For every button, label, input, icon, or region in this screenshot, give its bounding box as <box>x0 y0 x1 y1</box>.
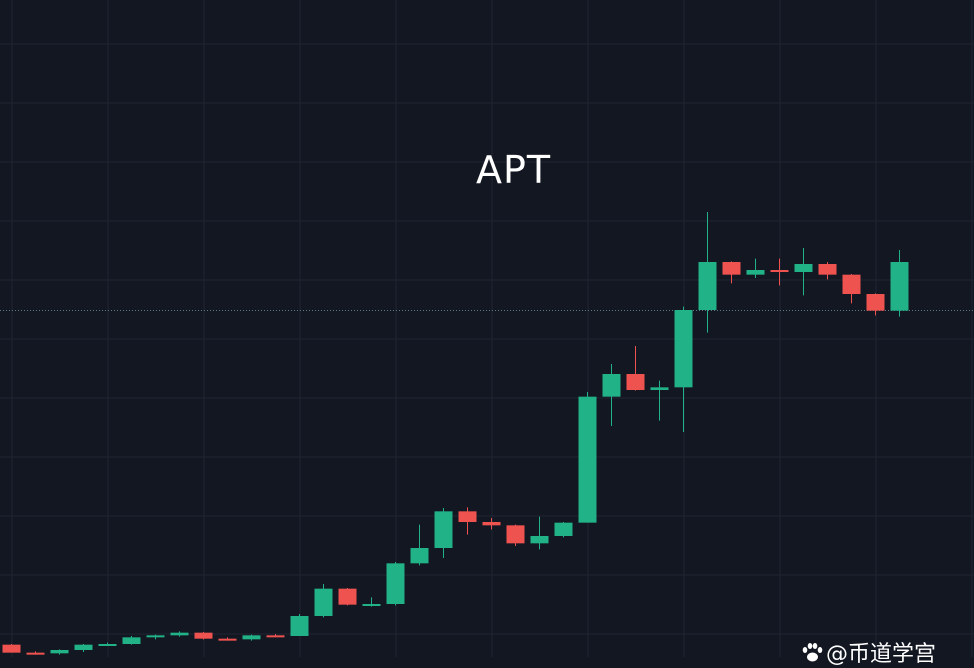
candle-body <box>818 264 837 275</box>
candle-body <box>602 374 621 397</box>
candle <box>818 262 837 280</box>
candle-body <box>578 396 597 523</box>
candle-body <box>674 310 693 388</box>
candle <box>506 524 525 546</box>
candles <box>2 212 909 655</box>
candle-body <box>266 635 285 638</box>
candle-body <box>50 650 69 654</box>
candle <box>458 507 477 535</box>
candle-body <box>746 270 765 275</box>
candle <box>194 632 213 640</box>
candle-body <box>482 522 501 526</box>
candle-body <box>794 264 813 272</box>
candle-body <box>554 522 573 536</box>
candle <box>578 392 597 523</box>
candle <box>242 634 261 641</box>
candle-body <box>122 637 141 644</box>
candle <box>602 364 621 426</box>
candle <box>170 631 189 637</box>
candle <box>386 562 405 606</box>
candle-body <box>314 588 333 616</box>
candle-body <box>26 652 45 655</box>
candle <box>698 212 717 333</box>
candle <box>338 588 357 606</box>
candle <box>626 346 645 391</box>
candle-body <box>698 262 717 310</box>
candle-body <box>98 644 117 646</box>
candle-body <box>722 262 741 275</box>
candle <box>314 584 333 618</box>
candle-body <box>770 270 789 272</box>
candle-body <box>626 374 645 390</box>
candle <box>146 634 165 640</box>
candle <box>890 250 909 317</box>
candle <box>410 524 429 566</box>
candle-body <box>650 387 669 390</box>
candle-body <box>386 563 405 604</box>
candle <box>842 274 861 304</box>
candle-body <box>362 604 381 606</box>
watermark: @币道学宫 <box>800 636 936 668</box>
candle-body <box>890 262 909 311</box>
candle <box>50 649 69 655</box>
ticker-label: APT <box>476 148 552 192</box>
candle <box>482 518 501 530</box>
candle <box>218 637 237 641</box>
candle-body <box>338 588 357 605</box>
candle-body <box>170 632 189 636</box>
paw-icon <box>802 643 823 662</box>
candle <box>2 644 21 653</box>
candle-body <box>410 548 429 564</box>
candle-body <box>74 644 93 650</box>
candle <box>650 380 669 421</box>
candle <box>770 258 789 286</box>
candle-body <box>866 294 885 311</box>
candle-body <box>434 511 453 548</box>
candle <box>290 614 309 636</box>
candle <box>26 651 45 655</box>
watermark-text: @币道学宫 <box>826 642 937 667</box>
candle-body <box>458 511 477 522</box>
candle-body <box>146 635 165 638</box>
candle-body <box>290 616 309 636</box>
candle-body <box>218 638 237 641</box>
candle-body <box>842 274 861 294</box>
candle-body <box>2 644 21 653</box>
candle-body <box>530 536 549 544</box>
candle-body <box>242 635 261 640</box>
candle-body <box>194 632 213 639</box>
candle <box>362 597 381 607</box>
candle <box>266 634 285 638</box>
candle <box>554 522 573 538</box>
candle <box>74 644 93 652</box>
candle-body <box>506 525 525 544</box>
candle <box>434 508 453 558</box>
candle <box>866 293 885 316</box>
candle <box>794 248 813 296</box>
candle <box>122 636 141 645</box>
candle <box>674 306 693 432</box>
candle <box>722 261 741 284</box>
candle <box>98 642 117 646</box>
candle <box>746 258 765 278</box>
candle <box>530 516 549 550</box>
